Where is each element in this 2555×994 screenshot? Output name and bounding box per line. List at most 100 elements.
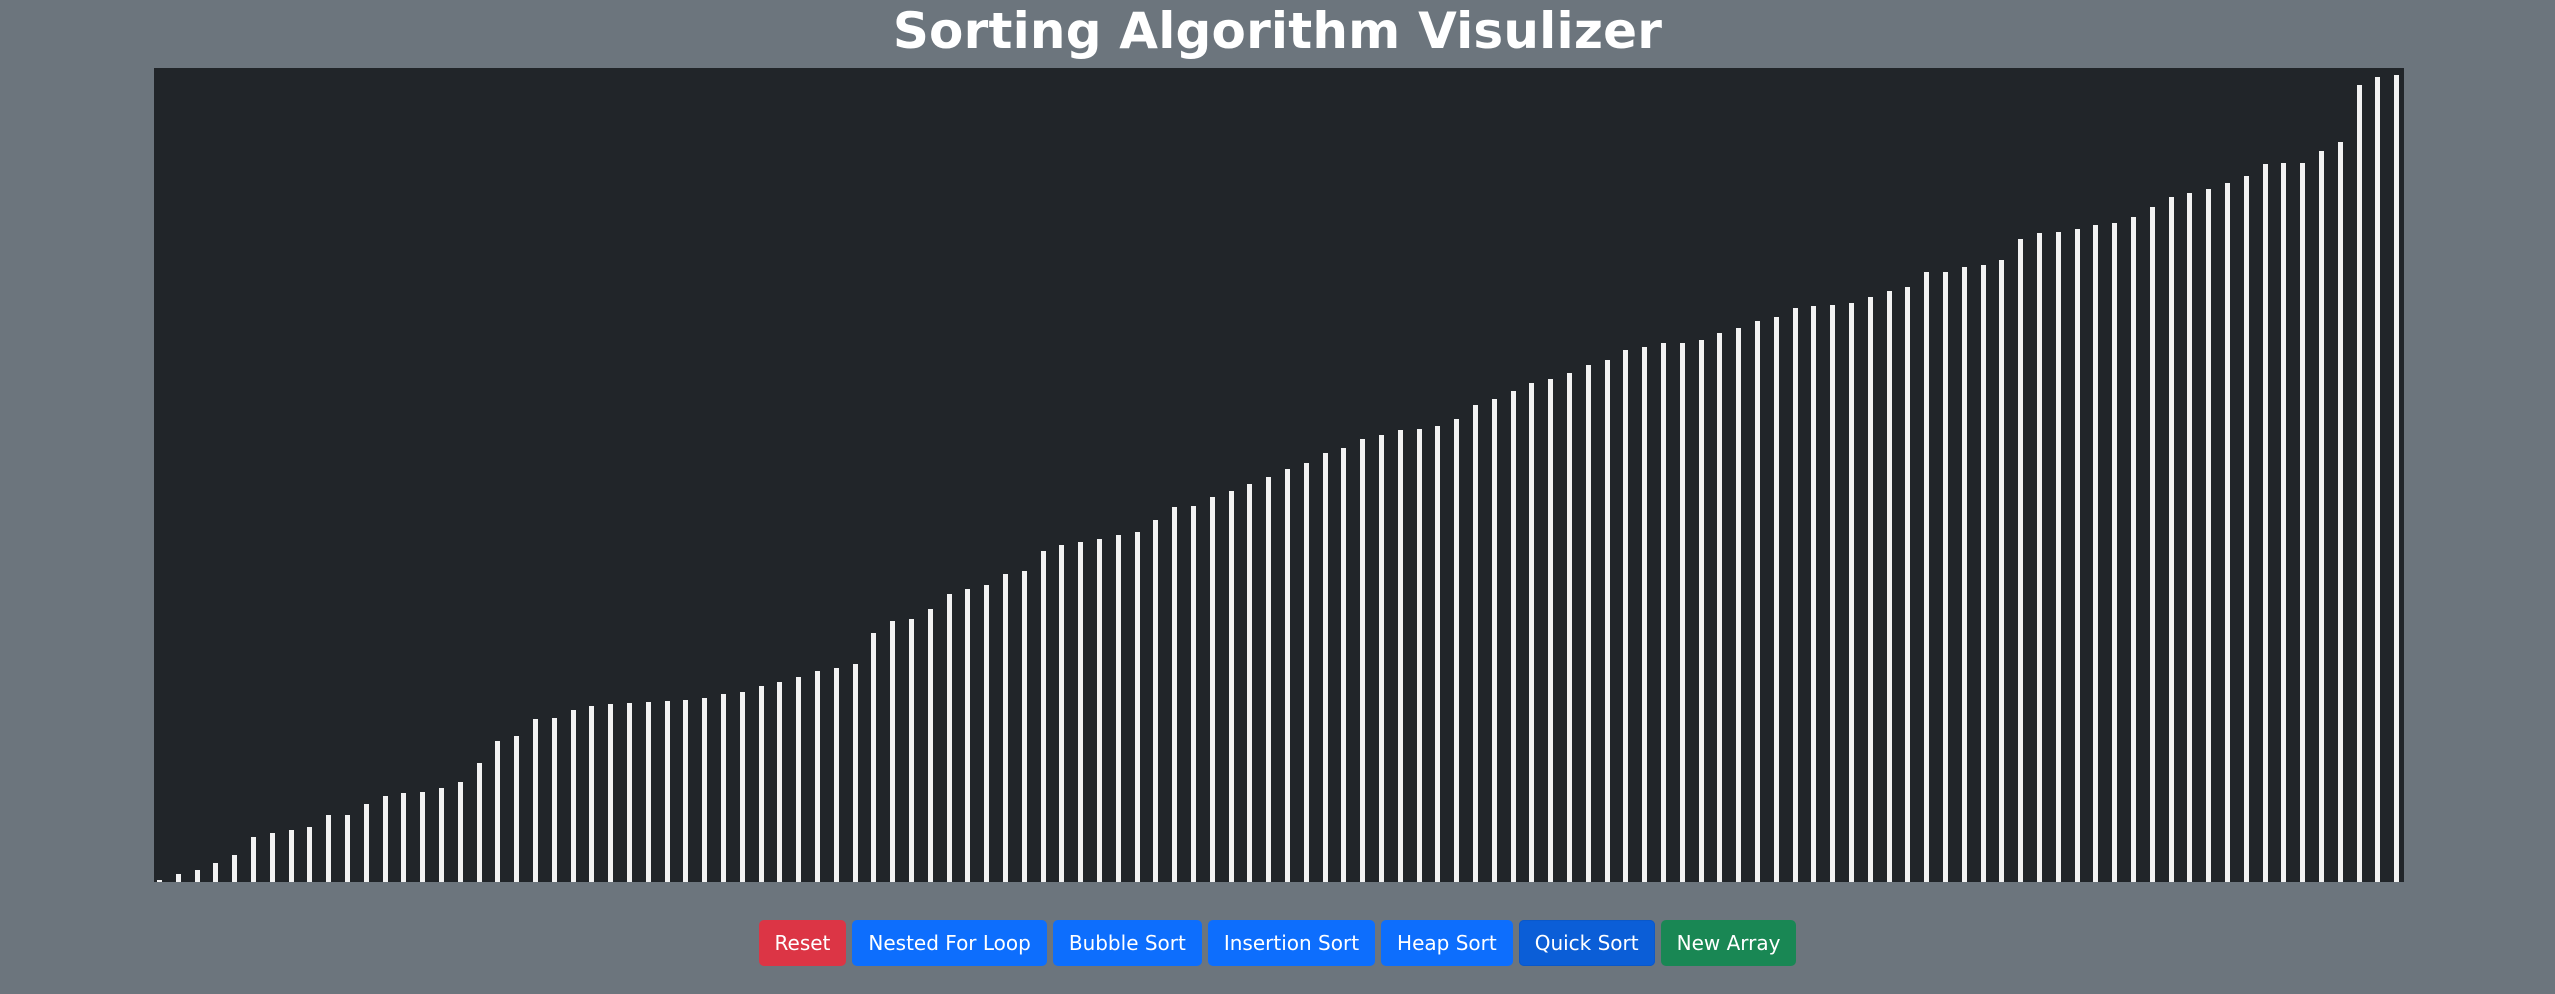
array-bar <box>2074 229 2080 882</box>
array-bar <box>1980 265 1986 882</box>
nested-for-loop-button[interactable]: Nested For Loop <box>852 919 1047 966</box>
array-bar <box>1943 272 1948 882</box>
array-bar <box>1661 343 1666 882</box>
array-bar <box>1773 317 1779 882</box>
array-bar <box>2055 232 2061 882</box>
quick-sort-button[interactable]: Quick Sort <box>1518 919 1655 966</box>
array-bar <box>1755 321 1760 882</box>
array-bar <box>420 792 426 882</box>
array-bar <box>457 782 463 882</box>
array-bar <box>1247 484 1253 882</box>
array-bar <box>288 830 294 882</box>
array-bar <box>890 621 896 882</box>
array-bar <box>1642 347 1648 882</box>
array-bar <box>194 870 200 882</box>
array-bar <box>2206 189 2212 882</box>
array-bar <box>495 741 501 882</box>
array-bar <box>1491 399 1497 882</box>
array-bar <box>1397 430 1403 882</box>
array-bar <box>1567 373 1572 882</box>
array-bar <box>2319 151 2324 882</box>
array-bar <box>1849 303 1854 882</box>
array-bar <box>1867 297 1873 882</box>
array-bar <box>345 815 350 882</box>
array-bar <box>2112 223 2118 882</box>
array-bar <box>232 855 238 882</box>
array-bar <box>1529 383 1535 882</box>
array-bar <box>2018 239 2024 882</box>
array-bar <box>683 700 689 882</box>
array-bar <box>401 793 407 882</box>
array-bar <box>476 763 482 882</box>
array-bar <box>909 619 914 882</box>
array-bar <box>1679 343 1685 882</box>
array-bar <box>570 710 576 882</box>
array-bar <box>1454 419 1460 882</box>
array-bar <box>1830 305 1836 882</box>
array-bar <box>2300 163 2306 882</box>
array-bar <box>1736 328 1742 882</box>
array-bar <box>1435 426 1441 882</box>
array-bar <box>2281 163 2287 882</box>
array-bar <box>2149 207 2155 882</box>
array-bar <box>326 815 332 882</box>
array-bar <box>1905 287 1911 882</box>
array-bar <box>1153 520 1159 882</box>
array-bar <box>984 585 990 882</box>
array-bar <box>1021 571 1027 882</box>
array-bar <box>777 682 783 882</box>
array-bar <box>1360 439 1366 882</box>
array-bar <box>1209 497 1215 882</box>
array-bar <box>2262 164 2268 882</box>
array-bar <box>2243 176 2249 882</box>
array-bar <box>833 668 839 882</box>
array-bar <box>2375 77 2381 882</box>
new-array-button[interactable]: New Array <box>1660 919 1797 966</box>
array-bar <box>514 736 520 882</box>
array-bar <box>1003 574 1008 882</box>
array-bar <box>702 698 708 882</box>
array-bar <box>1473 405 1478 882</box>
array-bar <box>251 837 256 882</box>
array-bar <box>796 677 802 882</box>
array-bar <box>1604 360 1610 882</box>
array-bar <box>382 796 388 882</box>
array-bar <box>2394 75 2400 882</box>
array-bar <box>608 704 614 882</box>
array-bar <box>2337 142 2343 882</box>
array-bar <box>1886 291 1892 882</box>
array-bar <box>175 874 181 882</box>
array-bar <box>1322 453 1328 882</box>
algorithm-controls: Reset Nested For Loop Bubble Sort Insert… <box>0 919 2555 966</box>
array-bar <box>589 706 595 882</box>
array-bar <box>1379 435 1384 882</box>
array-bar <box>1228 491 1234 882</box>
array-bar <box>2168 197 2174 882</box>
array-bar <box>1548 379 1554 882</box>
array-bar <box>2356 85 2362 882</box>
array-bar <box>1059 545 1065 882</box>
array-bar <box>363 804 369 882</box>
array-bar <box>946 594 952 882</box>
heap-sort-button[interactable]: Heap Sort <box>1381 919 1513 966</box>
array-bar <box>1698 340 1704 882</box>
array-bar <box>758 686 764 882</box>
array-bar <box>1999 260 2005 882</box>
array-bar <box>1134 532 1140 882</box>
reset-button[interactable]: Reset <box>758 919 847 966</box>
array-bar <box>1510 391 1516 882</box>
array-bar <box>815 671 820 882</box>
array-bar <box>871 633 877 882</box>
array-bar <box>1924 272 1930 882</box>
bubble-sort-button[interactable]: Bubble Sort <box>1052 919 1202 966</box>
array-bar <box>1078 542 1084 882</box>
array-bar <box>645 702 651 882</box>
array-bar <box>307 827 313 882</box>
array-bar <box>1811 306 1817 882</box>
array-bar <box>1717 333 1723 882</box>
array-bar <box>1585 365 1591 882</box>
array-bar <box>439 788 444 882</box>
array-bar <box>1623 350 1629 882</box>
insertion-sort-button[interactable]: Insertion Sort <box>1207 919 1376 966</box>
array-bar <box>2187 193 2193 882</box>
